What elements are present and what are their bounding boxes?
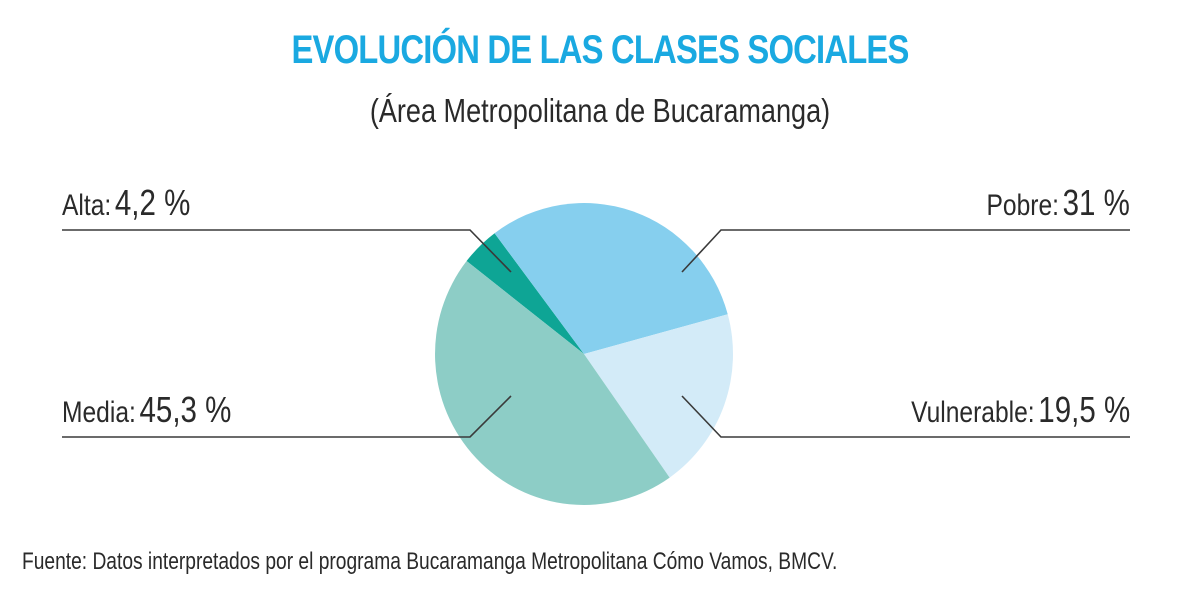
leader-line-pobre — [681, 229, 1130, 273]
label-vulnerable-name: Vulnerable: — [910, 396, 1035, 429]
pie-slice-pobre — [494, 203, 728, 354]
label-media-value: 45,3 % — [139, 389, 232, 430]
leader-line-vulnerable — [681, 395, 1130, 438]
label-vulnerable: Vulnerable: 19,5 % — [911, 389, 1130, 431]
chart-subtitle: (Área Metropolitana de Bucaramanga) — [369, 92, 831, 129]
label-alta-value: 4,2 % — [114, 182, 191, 223]
pie-slices — [435, 203, 733, 505]
leader-line-alta — [62, 229, 512, 273]
pie-slice-vulnerable — [584, 314, 733, 478]
leader-line-media — [62, 395, 512, 438]
source-note: Fuente: Datos interpretados por el progr… — [22, 548, 838, 575]
leader-lines — [62, 229, 1130, 438]
label-media: Media: 45,3 % — [62, 389, 231, 431]
label-pobre-value: 31 % — [1062, 182, 1130, 223]
chart-title: EVOLUCIÓN DE LAS CLASES SOCIALES — [291, 28, 909, 72]
label-vulnerable-value: 19,5 % — [1038, 389, 1130, 430]
label-alta: Alta: 4,2 % — [62, 182, 190, 224]
pie-slice-media — [435, 261, 670, 505]
pie-slice-alta — [466, 233, 584, 354]
label-media-name: Media: — [62, 396, 136, 429]
label-pobre-name: Pobre: — [986, 189, 1060, 222]
label-alta-name: Alta: — [62, 189, 112, 222]
label-pobre: Pobre: 31 % — [987, 182, 1130, 224]
